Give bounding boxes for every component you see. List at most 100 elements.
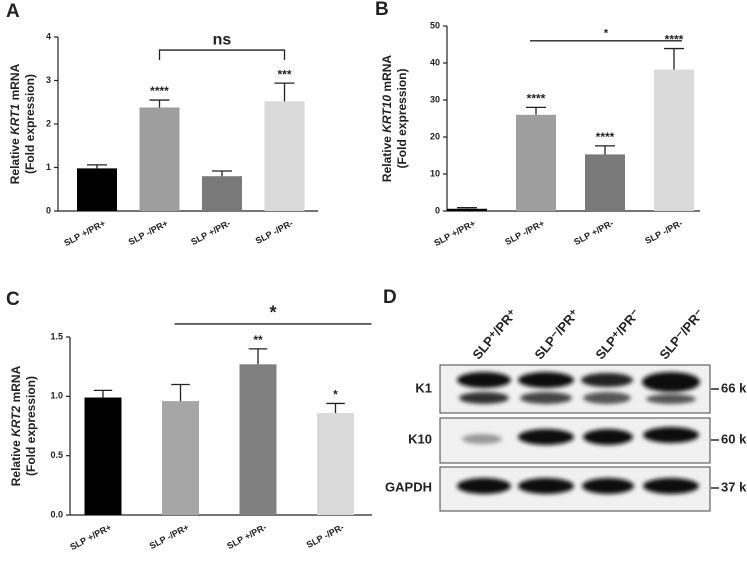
bar [84, 397, 122, 515]
y-axis-label-part: mRNA [9, 365, 23, 405]
band [643, 478, 699, 494]
significance-label: **** [150, 84, 169, 98]
band [583, 429, 633, 445]
y-axis-label: (Fold expression) [23, 74, 37, 174]
x-tick-label: SLP +/PR+ [68, 522, 113, 552]
error-bar [149, 99, 170, 108]
error-bar [526, 106, 546, 115]
bar [516, 114, 556, 211]
y-axis-label-part: Relative [380, 133, 394, 182]
y-tick-label: 1.0 [50, 391, 63, 401]
panel-label: C [6, 289, 20, 310]
y-axis-label-part: KRT10 [380, 95, 394, 133]
error-bar [326, 402, 345, 413]
y-tick-label: 0 [46, 205, 51, 215]
y-tick-label: 0.5 [50, 450, 63, 460]
y-axis-label-part: KRT1 [8, 103, 22, 134]
significance-label: *** [277, 67, 291, 81]
x-tick-label: SLP -/PR- [305, 522, 346, 550]
bar [447, 208, 487, 211]
x-tick-label: SLP -/PR+ [148, 522, 191, 551]
x-tick-label: SLP -/PR- [643, 218, 684, 246]
error-bar [457, 207, 477, 209]
y-axis-label: Relative KRT1 mRNA [8, 63, 22, 184]
blot: D [383, 287, 711, 512]
error-bar [248, 348, 268, 365]
y-tick-label: 3 [46, 75, 51, 85]
x-tick-label: SLP +/PR- [225, 522, 268, 551]
error-bar [93, 389, 113, 398]
y-tick-label: 2 [46, 118, 51, 128]
band [581, 373, 633, 387]
significance-label: **** [527, 92, 546, 106]
y-axis-label-part: Relative [8, 135, 22, 184]
bar [585, 154, 625, 211]
error-bar [212, 170, 232, 177]
bar [202, 176, 242, 211]
bracket-label: * [604, 28, 609, 40]
band [462, 434, 502, 444]
y-tick-label: 1 [46, 162, 51, 172]
y-tick-label: 30 [430, 94, 440, 104]
row-label: K1 [415, 380, 432, 395]
x-tick-label: SLP -/PR+ [503, 218, 546, 247]
band [518, 429, 574, 445]
band [457, 478, 511, 494]
significance-label: **** [665, 33, 684, 47]
lane-label: SLP⁻/PR⁻ [656, 306, 707, 362]
size-label: 37 kDa [721, 479, 747, 494]
error-bar [87, 164, 107, 169]
bracket-label: * [269, 303, 276, 323]
y-axis-label-part: KRT2 [9, 405, 23, 436]
error-bar [664, 47, 684, 70]
lane-label: SLP⁺/PR⁺ [469, 306, 520, 362]
bar [264, 101, 305, 211]
y-axis-label-part: Relative [9, 437, 23, 486]
y-axis-label-part: mRNA [380, 55, 394, 95]
significance-label: * [333, 388, 338, 402]
x-tick-label: SLP -/PR+ [127, 218, 170, 247]
y-tick-label: 4 [46, 31, 51, 41]
y-tick-label: 50 [430, 20, 440, 30]
x-tick-label: SLP -/PR- [254, 218, 295, 246]
band [642, 372, 700, 392]
x-tick-label: SLP +/PR- [572, 218, 615, 247]
lane-label: SLP⁺/PR⁻ [592, 306, 643, 362]
panel-label: D [383, 287, 397, 308]
error-bar [171, 383, 190, 402]
y-axis-label-part: mRNA [8, 63, 22, 103]
significance-bracket [158, 49, 286, 61]
x-tick-label: SLP +/PR+ [432, 218, 477, 248]
y-tick-label: 0 [435, 205, 440, 215]
error-bar [274, 82, 295, 102]
bar [239, 364, 277, 515]
significance-label: **** [596, 130, 615, 144]
panel-label: B [375, 0, 389, 20]
bands [457, 372, 700, 494]
bar [317, 412, 354, 515]
lane-label: SLP⁻/PR⁺ [531, 306, 582, 362]
x-tick-label: SLP +/PR- [189, 218, 232, 247]
band [646, 394, 696, 404]
band [520, 392, 572, 404]
significance-label: ** [253, 333, 263, 347]
bar [162, 401, 199, 515]
band [518, 372, 574, 388]
bar [77, 168, 117, 211]
x-tick-label: SLP +/PR+ [62, 218, 107, 248]
y-tick-label: 20 [430, 131, 440, 141]
y-tick-label: 10 [430, 168, 440, 178]
y-tick-label: 40 [430, 57, 440, 67]
y-axis-label: Relative KRT2 mRNA [9, 365, 23, 486]
band [643, 427, 699, 443]
size-label: 66 kDa [721, 380, 747, 395]
y-axis-label: Relative KRT10 mRNA [380, 55, 394, 182]
bar [654, 69, 694, 211]
band [583, 392, 631, 404]
size-label: 60 kDa [721, 431, 747, 446]
row-label: K10 [408, 431, 432, 446]
band [518, 478, 574, 494]
error-bar [595, 145, 615, 155]
